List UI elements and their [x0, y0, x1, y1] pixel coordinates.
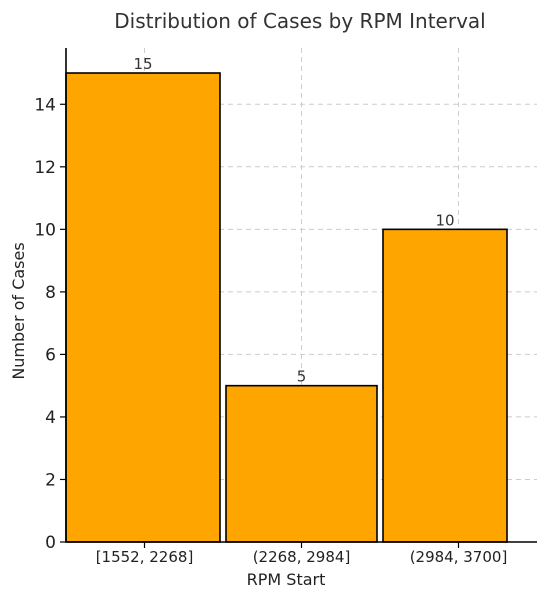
data-label: 10: [435, 211, 454, 229]
y-tick-label: 12: [34, 158, 56, 178]
x-tick-label: (2268, 2984]: [253, 548, 351, 566]
bars: [65, 72, 508, 543]
bar: [225, 384, 378, 543]
data-label: 5: [297, 368, 307, 386]
y-tick-label: 10: [34, 220, 56, 240]
y-tick-label: 8: [45, 283, 56, 303]
y-tick-label: 2: [45, 470, 56, 490]
y-axis-label: Number of Cases: [9, 242, 28, 379]
chart-title: Distribution of Cases by RPM Interval: [114, 9, 485, 33]
bar: [65, 72, 221, 543]
y-tick-label: 14: [34, 95, 56, 115]
data-labels: 15 5 10: [133, 55, 454, 386]
data-label: 15: [133, 55, 152, 73]
x-axis-label: RPM Start: [247, 570, 326, 589]
bar: [382, 228, 508, 543]
y-tick-label: 0: [45, 533, 56, 553]
x-tick-label: (2984, 3700]: [410, 548, 508, 566]
y-tick-label: 6: [45, 345, 56, 365]
x-tick-label: [1552, 2268]: [96, 548, 194, 566]
y-tick-label: 4: [45, 408, 56, 428]
x-tick-labels: [1552, 2268] (2268, 2984] (2984, 3700]: [96, 542, 508, 566]
y-ticks: 0 2 4 6 8 10 12 14: [34, 95, 66, 553]
